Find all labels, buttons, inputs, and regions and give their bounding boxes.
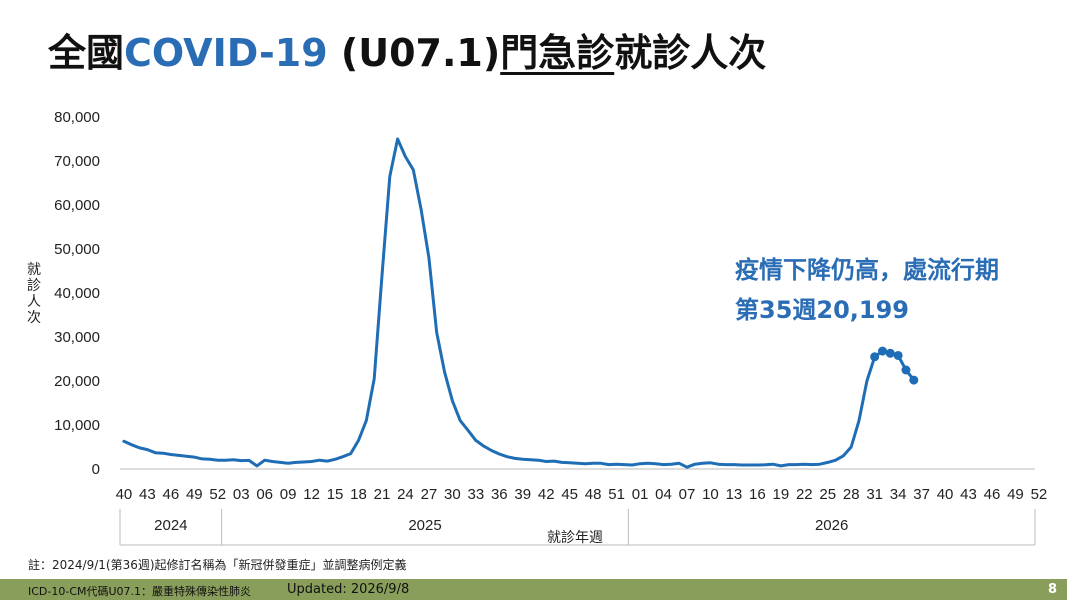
footer-bar: ICD-10-CM代碼U07.1：嚴重特殊傳染性肺炎 Updated: 2026… [0,579,1067,600]
x-tick-label: 46 [984,486,1001,503]
x-tick-label: 52 [1031,486,1048,503]
x-tick-label: 43 [960,486,977,503]
x-tick-label: 22 [796,486,813,503]
x-tick-label: 34 [890,486,907,503]
x-tick-label: 21 [374,486,391,503]
x-tick-label: 18 [350,486,367,503]
x-tick-label: 40 [116,486,133,503]
x-tick-label: 36 [491,486,508,503]
x-tick-label: 04 [655,486,672,503]
footer-updated: Updated: 2026/9/8 [287,582,410,597]
annotation-line-2: 第35週20,199 [735,296,910,324]
x-tick-label: 07 [679,486,696,503]
x-tick-label: 12 [303,486,320,503]
x-tick-label: 09 [280,486,297,503]
y-tick-label: 60,000 [54,197,100,214]
x-tick-label: 24 [397,486,414,503]
x-tick-label: 48 [585,486,602,503]
x-tick-label: 49 [186,486,203,503]
x-tick-label: 45 [561,486,578,503]
x-axis-title: 就診年週 [547,530,603,546]
x-tick-label: 49 [1007,486,1024,503]
x-tick-label: 37 [913,486,930,503]
x-tick-label: 13 [726,486,743,503]
footer-icd: ICD-10-CM代碼U07.1：嚴重特殊傳染性肺炎 [28,585,252,598]
x-tick-label: 33 [467,486,484,503]
title-underlined: 門急診 [500,31,615,75]
x-tick-label: 10 [702,486,719,503]
data-point [870,352,880,362]
data-point [878,346,887,356]
y-tick-label: 20,000 [54,373,100,390]
title-accent: COVID-19 [124,31,328,75]
y-tick-label: 40,000 [54,285,100,302]
year-label: 2025 [408,517,441,534]
x-tick-label: 15 [327,486,344,503]
y-tick-label: 50,000 [54,241,100,258]
x-tick-label: 01 [632,486,649,503]
x-tick-label: 43 [139,486,156,503]
x-tick-label: 42 [538,486,555,503]
x-tick-label: 30 [444,486,461,503]
line-chart: 0 10,000 20,000 30,000 40,000 50,000 60,000 70,… [54,109,1048,546]
y-tick-label: 30,000 [54,329,100,346]
data-point [901,365,911,375]
x-tick-label: 03 [233,486,250,503]
series-line [122,137,916,469]
data-point [893,350,903,360]
footnote: 註：2024/9/1(第36週)起修訂名稱為「新冠併發重症」並調整病例定義 [28,558,407,572]
y-tick-label: 0 [92,461,100,478]
y-tick-label: 70,000 [54,153,100,170]
x-tick-label: 16 [749,486,766,503]
page-number: 8 [1047,582,1057,597]
x-tick-label: 25 [819,486,836,503]
x-tick-label: 28 [843,486,860,503]
y-tick-label: 80,000 [54,109,100,126]
title-suffix: 就診人次 [614,31,767,75]
x-tick-label: 39 [514,486,531,503]
x-tick-label: 06 [256,486,273,503]
y-axis-label: 就診人次 [27,262,41,326]
x-tick-label: 46 [162,486,179,503]
title-code: (U07.1) [327,31,501,75]
annotation-line-1: 疫情下降仍高，處流行期 [735,256,999,284]
year-label: 2026 [815,517,848,534]
x-tick-label: 51 [608,486,625,503]
data-point [885,348,895,358]
year-label: 2024 [154,517,187,534]
x-tick-label: 31 [866,486,883,503]
x-tick-label: 19 [772,486,789,503]
y-tick-label: 10,000 [54,417,100,434]
x-tick-label: 52 [209,486,226,503]
data-point [909,375,919,385]
x-tick-label: 27 [421,486,438,503]
title-prefix: 全國 [48,31,125,75]
x-tick-label: 40 [937,486,954,503]
page-title: 全國COVID-19 (U07.1)門急診就診人次 [48,22,766,77]
